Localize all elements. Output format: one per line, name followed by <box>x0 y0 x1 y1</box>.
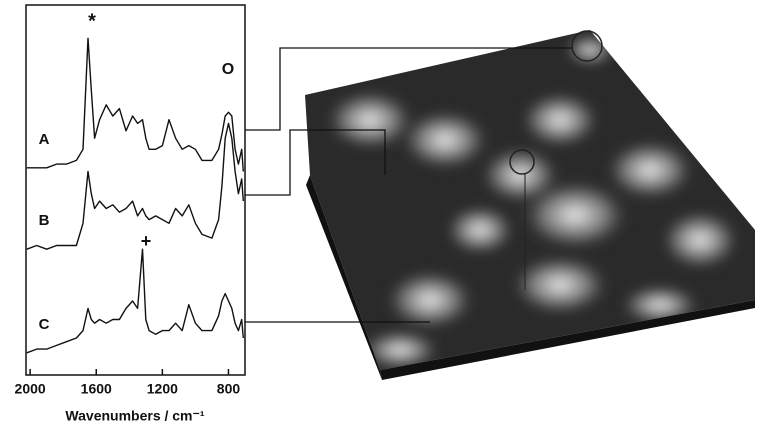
peak-annotation: * <box>88 10 96 32</box>
x-tick-label: 1600 <box>81 381 112 397</box>
spectrum-line <box>27 38 244 171</box>
series-label: A <box>39 131 50 148</box>
peak-annotation: O <box>222 61 234 78</box>
series-label: C <box>39 316 50 333</box>
surface-image <box>305 30 755 380</box>
x-tick-label: 800 <box>217 381 241 397</box>
plot-frame <box>26 5 245 375</box>
spectrum-line <box>27 123 244 249</box>
x-tick-label: 2000 <box>15 381 46 397</box>
x-tick-label: 1200 <box>147 381 178 397</box>
peak-annotation: + <box>141 231 152 251</box>
spectrum-line <box>27 249 244 353</box>
series-label: B <box>39 212 50 229</box>
figure: Wavenumbers / cm⁻¹ 2000 1600 1200 800 A B C * O + <box>0 0 759 430</box>
x-axis-label: Wavenumbers / cm⁻¹ <box>65 408 204 424</box>
